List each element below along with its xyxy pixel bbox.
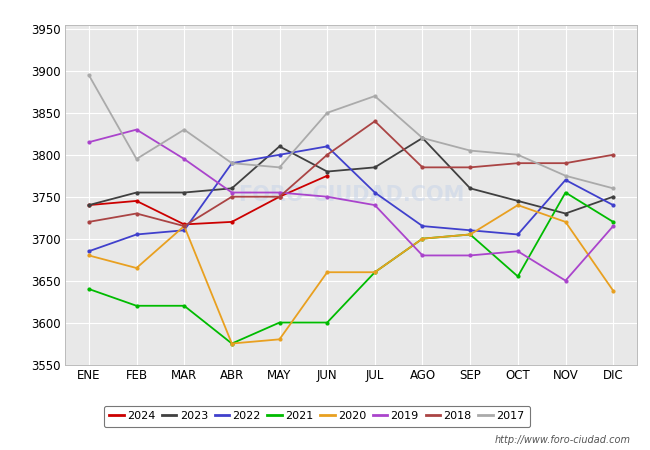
Text: http://www.foro-ciudad.com: http://www.foro-ciudad.com — [495, 435, 630, 445]
Legend: 2024, 2023, 2022, 2021, 2020, 2019, 2018, 2017: 2024, 2023, 2022, 2021, 2020, 2019, 2018… — [103, 406, 530, 427]
Text: Afiliados en Ordes a 31/5/2024: Afiliados en Ordes a 31/5/2024 — [190, 9, 460, 27]
Text: FORO-CIUDAD.COM: FORO-CIUDAD.COM — [238, 184, 464, 205]
